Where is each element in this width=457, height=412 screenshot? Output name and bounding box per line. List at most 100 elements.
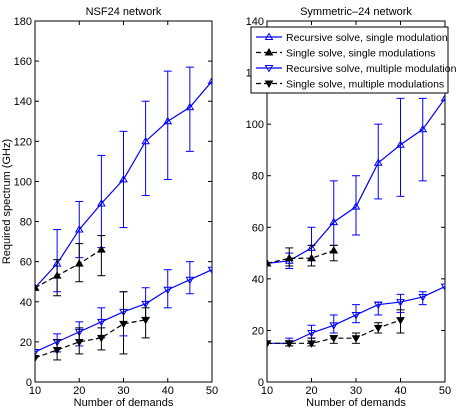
- y-tick-label: 60: [252, 222, 264, 234]
- x-axis-label: Number of demands: [306, 397, 406, 409]
- data-point: [52, 271, 62, 279]
- data-point: [74, 259, 84, 267]
- legend-marker: [264, 65, 274, 73]
- y-tick-label: 40: [252, 274, 264, 286]
- x-tick-label: 50: [206, 385, 218, 397]
- data-point: [351, 202, 361, 210]
- y-tick-label: 0: [258, 377, 264, 389]
- y-tick-label: 40: [20, 297, 32, 309]
- x-tick-label: 20: [73, 385, 85, 397]
- x-tick-label: 40: [394, 385, 406, 397]
- data-point: [373, 324, 383, 333]
- y-tick-label: 100: [14, 176, 32, 188]
- legend-label: Single solve, single modulations: [286, 48, 435, 60]
- data-point: [329, 246, 339, 254]
- series-1: [267, 93, 445, 270]
- chart-title: NSF24 network: [86, 6, 162, 18]
- data-point: [440, 93, 445, 102]
- legend-marker: [264, 80, 274, 88]
- x-tick-label: 20: [305, 385, 317, 397]
- data-point: [329, 322, 339, 330]
- data-point: [418, 293, 428, 302]
- y-tick-label: 0: [26, 377, 32, 389]
- data-point: [52, 346, 62, 355]
- data-point: [307, 253, 316, 262]
- y-tick-label: 80: [252, 171, 264, 183]
- data-point: [284, 253, 294, 262]
- series-2: [35, 235, 106, 297]
- data-point: [396, 299, 405, 307]
- data-point: [307, 330, 316, 338]
- data-point: [207, 76, 212, 85]
- chart-title: Symmetric–24 network: [300, 6, 412, 18]
- data-point: [284, 340, 294, 348]
- data-point: [185, 102, 195, 111]
- chart-2: 1020304050020406080100120140Symmetric–24…: [246, 6, 451, 409]
- data-point: [396, 317, 405, 325]
- legend-box: [250, 26, 449, 94]
- data-point: [329, 217, 339, 226]
- plot-area: [35, 66, 212, 363]
- legend: Recursive solve, single modulation Single…: [250, 26, 457, 94]
- x-tick-label: 30: [117, 385, 129, 397]
- data-point: [141, 316, 150, 325]
- series-4: [267, 309, 405, 348]
- data-point: [329, 335, 339, 343]
- legend-label: Single solve, multiple modulations: [286, 79, 444, 91]
- series-line: [35, 319, 146, 359]
- data-point: [267, 340, 272, 348]
- x-tick-label: 40: [162, 385, 174, 397]
- y-tick-label: 180: [14, 16, 32, 28]
- y-tick-label: 140: [246, 16, 264, 28]
- y-tick-label: 20: [252, 325, 264, 337]
- x-tick-label: 30: [350, 385, 362, 397]
- data-point: [35, 354, 40, 363]
- data-point: [163, 286, 173, 295]
- data-point: [373, 158, 383, 166]
- data-point: [119, 174, 128, 183]
- series-line: [35, 249, 102, 289]
- data-point: [35, 348, 40, 357]
- legend-label: Recursive solve, single modulation: [286, 32, 448, 44]
- y-tick-label: 100: [246, 119, 264, 131]
- y-tick-label: 20: [20, 337, 32, 349]
- y-tick-label: 80: [20, 217, 32, 229]
- data-point: [351, 312, 361, 320]
- y-tick-label: 160: [14, 56, 32, 68]
- y-tick-label: 140: [14, 96, 32, 108]
- legend-label: Recursive solve, multiple modulation: [286, 63, 457, 75]
- data-point: [373, 301, 383, 310]
- x-tick-label: 10: [261, 385, 273, 397]
- data-point: [141, 300, 150, 309]
- series-line: [35, 80, 212, 289]
- data-point: [74, 225, 84, 233]
- series-4: [35, 291, 150, 363]
- data-point: [207, 266, 212, 275]
- data-point: [163, 116, 173, 125]
- data-point: [396, 140, 405, 148]
- x-axis-label: Number of demands: [74, 397, 174, 409]
- series-1: [35, 66, 212, 293]
- data-point: [351, 335, 361, 343]
- data-point: [74, 338, 84, 347]
- series-line: [267, 249, 334, 264]
- chart-1: 10 20 30 40 50 0 20 40 60 80 100 120 140 160 180 NSF24 …: [1, 6, 218, 409]
- y-axis-label: Required spectrum (GHz): [1, 139, 13, 264]
- data-point: [97, 318, 106, 327]
- data-point: [97, 334, 106, 343]
- data-point: [97, 245, 106, 253]
- data-point: [119, 320, 128, 329]
- data-point: [440, 283, 445, 292]
- series-line: [267, 286, 445, 344]
- series-2: [267, 244, 339, 267]
- x-tick-label: 10: [29, 385, 41, 397]
- plot-area: [267, 93, 445, 348]
- x-tick-label: 50: [439, 385, 451, 397]
- data-point: [141, 136, 150, 145]
- data-point: [185, 276, 195, 285]
- legend-marker: [264, 32, 274, 40]
- data-point: [267, 258, 272, 267]
- data-point: [307, 340, 316, 348]
- series-line: [267, 98, 445, 264]
